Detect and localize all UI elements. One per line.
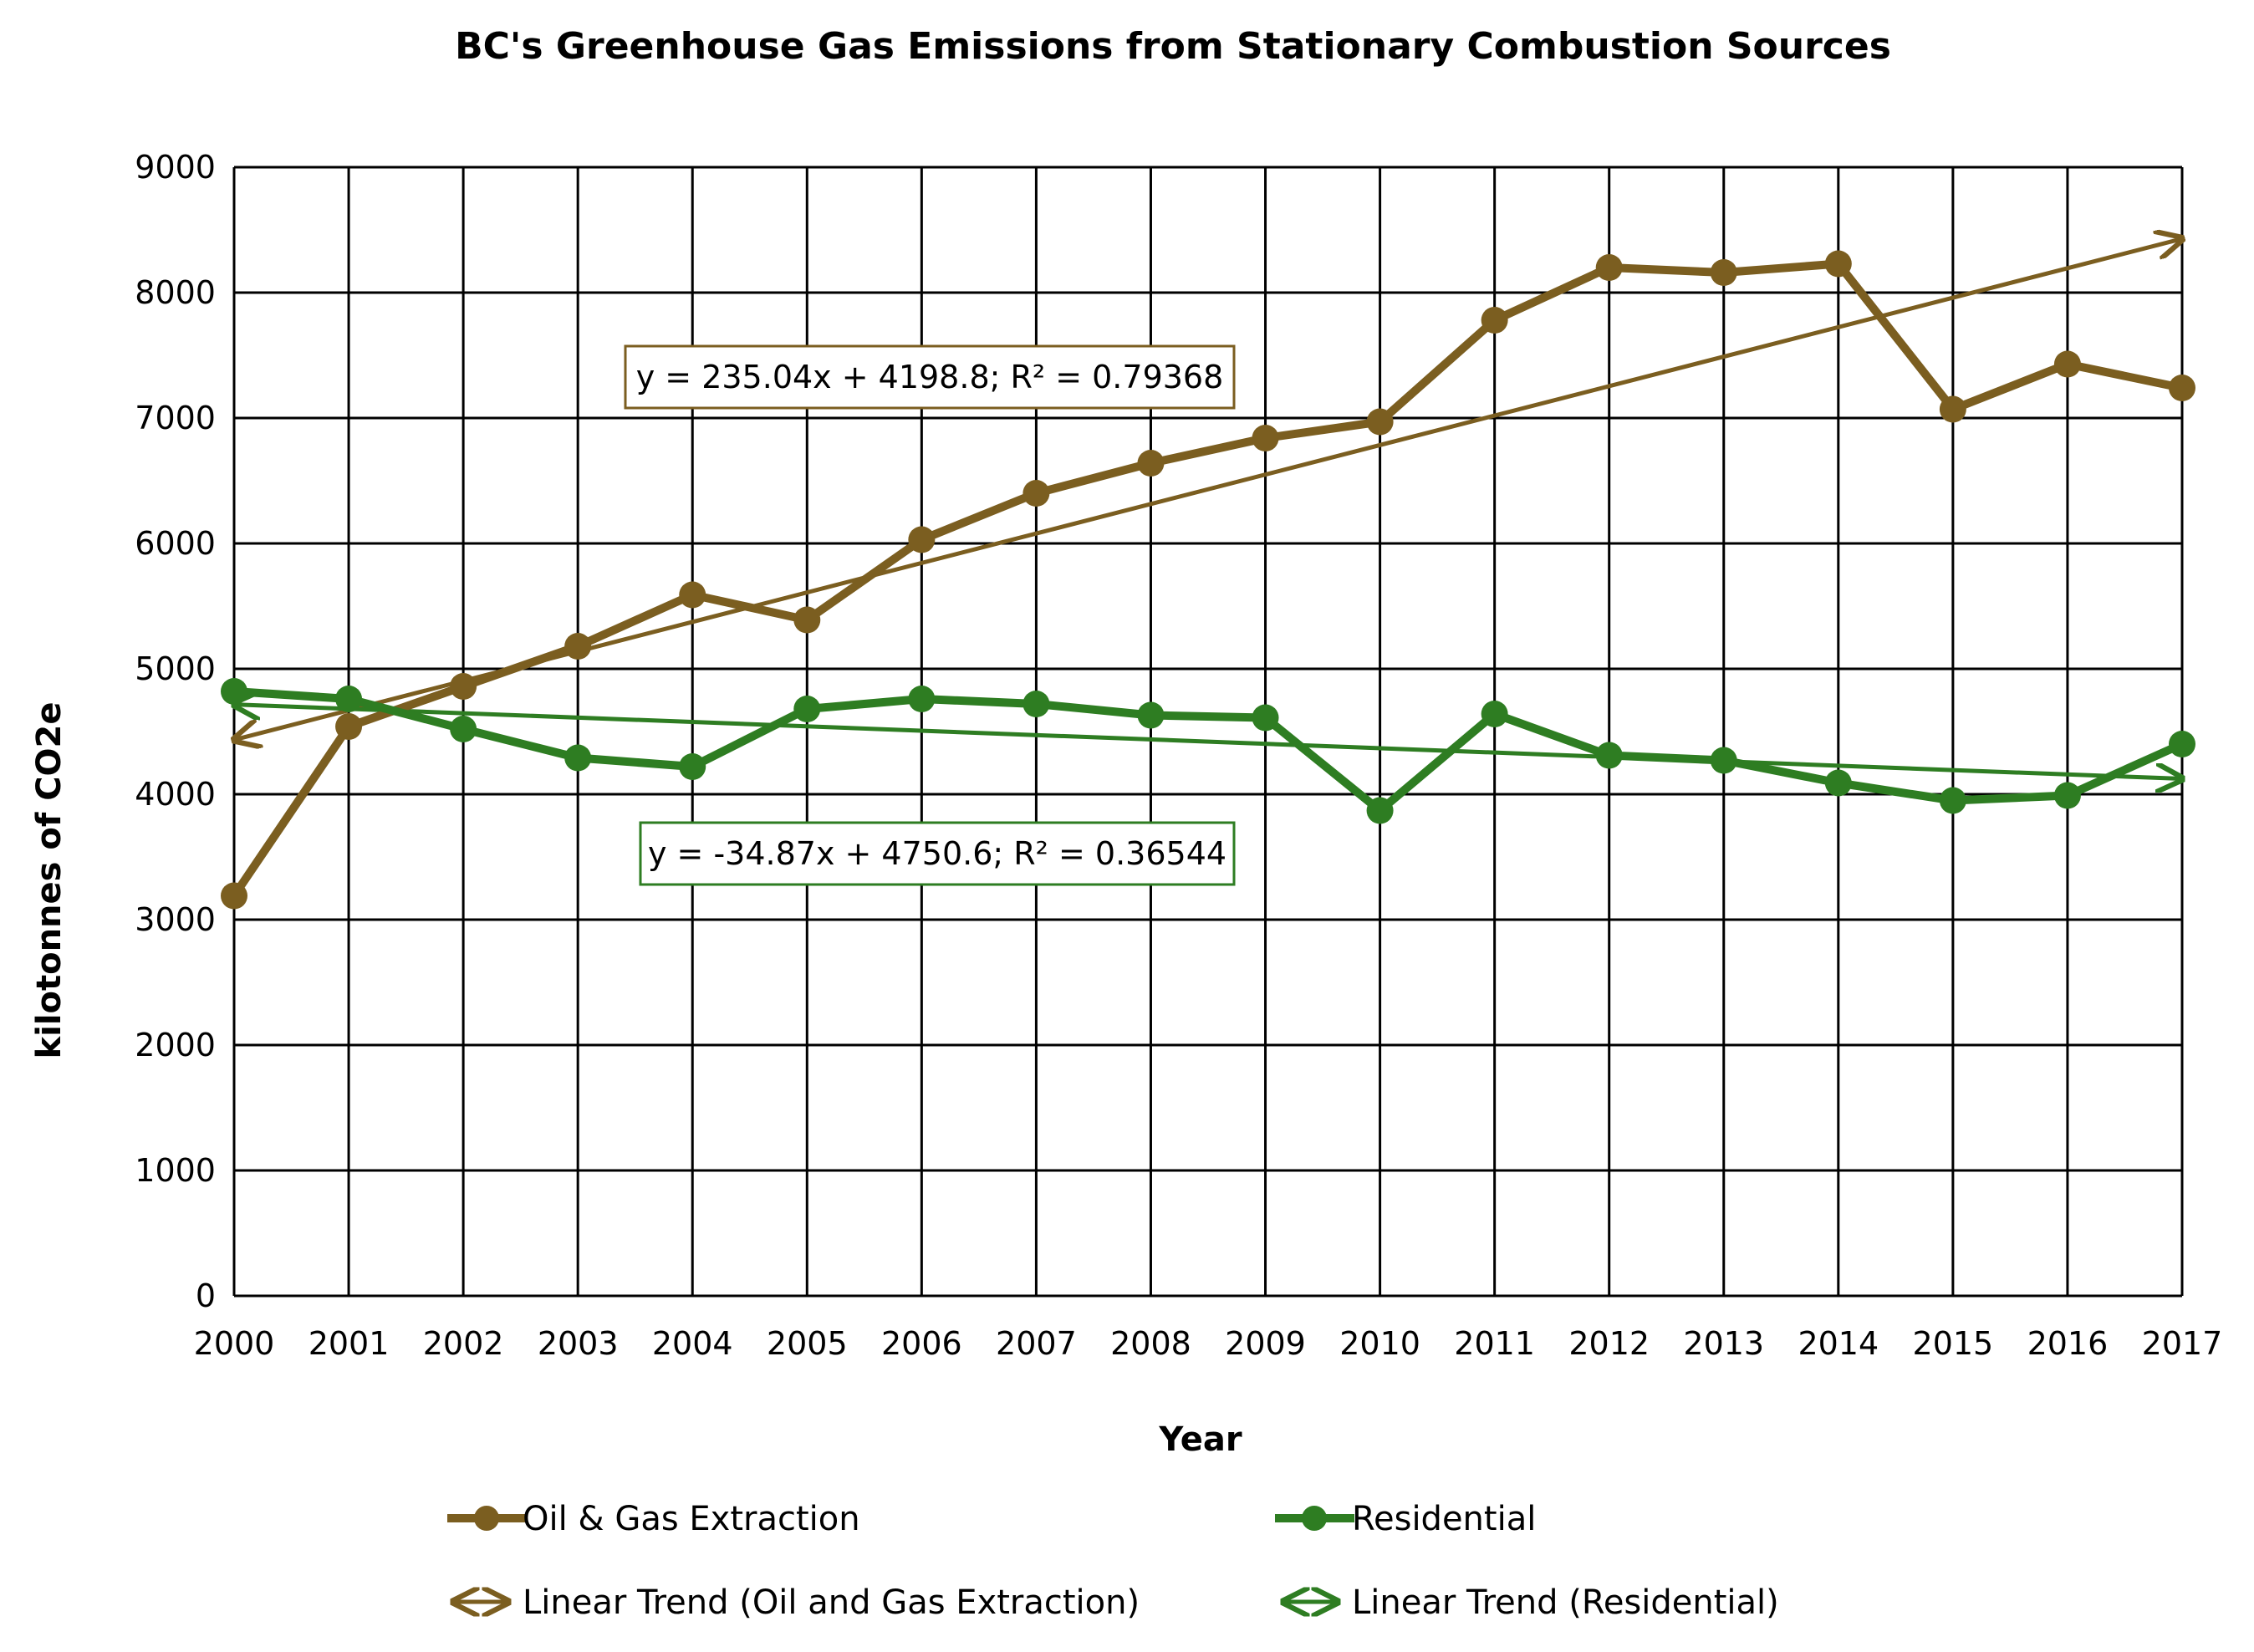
data-point-residential — [221, 678, 247, 705]
legend-item-oil-gas: Oil & Gas Extraction — [447, 1500, 860, 1538]
x-tick-label: 2016 — [2027, 1325, 2109, 1362]
x-tick-label: 2005 — [767, 1325, 848, 1362]
legend-marker-oil-gas — [474, 1506, 499, 1531]
equation-box-oil-gas: y = 235.04x + 4198.8; R² = 0.79368 — [624, 344, 1236, 410]
data-point-oil-gas — [908, 526, 936, 553]
chart-title: BC's Greenhouse Gas Emissions from Stati… — [455, 25, 1891, 68]
data-point-residential — [908, 686, 936, 712]
data-point-residential — [2169, 731, 2195, 757]
data-point-oil-gas — [1595, 254, 1623, 281]
y-tick-label: 3000 — [135, 901, 216, 938]
y-axis-title: kilotonnes of CO2e — [30, 701, 69, 1058]
x-tick-label: 2000 — [194, 1325, 275, 1362]
data-point-oil-gas — [335, 713, 363, 740]
data-point-residential — [564, 744, 592, 772]
data-point-oil-gas — [2169, 375, 2195, 401]
x-axis-ticks: 2000 2001 2002 2003 2004 2005 2006 2007 2008 2009… — [194, 1325, 2223, 1362]
y-tick-label: 1000 — [135, 1152, 216, 1189]
x-tick-label: 2009 — [1225, 1325, 1306, 1362]
data-point-residential — [1939, 787, 1966, 814]
y-tick-label: 9000 — [135, 149, 216, 186]
y-tick-label: 8000 — [135, 274, 216, 311]
data-point-oil-gas — [1710, 259, 1737, 286]
x-tick-label: 2013 — [1683, 1325, 1764, 1362]
data-point-oil-gas — [1824, 250, 1852, 278]
x-tick-label: 2011 — [1454, 1325, 1535, 1362]
legend-label-residential: Residential — [1352, 1500, 1536, 1538]
data-point-residential — [1366, 797, 1394, 824]
x-tick-label: 2014 — [1798, 1325, 1879, 1362]
data-point-oil-gas — [679, 581, 706, 609]
data-point-residential — [1022, 691, 1050, 717]
data-point-oil-gas — [793, 606, 821, 634]
data-point-residential — [1252, 704, 1279, 732]
data-point-oil-gas — [564, 633, 592, 660]
data-point-residential — [679, 753, 706, 780]
trendlines — [234, 239, 2182, 779]
data-point-oil-gas — [1481, 307, 1508, 334]
x-tick-label: 2006 — [881, 1325, 962, 1362]
data-point-residential — [450, 716, 477, 742]
data-series — [221, 250, 2195, 910]
legend: Oil & Gas Extraction Residential Linear … — [447, 1500, 1779, 1622]
data-point-residential — [335, 686, 363, 712]
legend-item-residential: Residential — [1275, 1500, 1536, 1538]
x-tick-label: 2012 — [1568, 1325, 1650, 1362]
legend-item-trend-oil-gas: Linear Trend (Oil and Gas Extraction) — [453, 1583, 1140, 1622]
y-tick-label: 7000 — [135, 400, 216, 436]
x-tick-label: 2010 — [1339, 1325, 1420, 1362]
y-axis-ticks: 0 1000 2000 3000 4000 5000 6000 7000 8000 9000 — [135, 149, 216, 1314]
x-tick-label: 2004 — [652, 1325, 733, 1362]
y-tick-label: 2000 — [135, 1027, 216, 1063]
data-point-oil-gas — [450, 673, 477, 700]
x-tick-label: 2017 — [2142, 1325, 2223, 1362]
legend-marker-residential — [1302, 1506, 1327, 1531]
data-point-residential — [1137, 701, 1165, 729]
data-point-oil-gas — [1137, 450, 1165, 477]
data-point-residential — [1710, 747, 1737, 774]
equation-oil-gas: y = 235.04x + 4198.8; R² = 0.79368 — [636, 359, 1224, 395]
data-point-oil-gas — [2053, 350, 2081, 378]
legend-label-trend-oil-gas: Linear Trend (Oil and Gas Extraction) — [523, 1583, 1140, 1622]
equation-residential: y = -34.87x + 4750.6; R² = 0.36544 — [648, 835, 1226, 872]
y-tick-label: 6000 — [135, 525, 216, 562]
x-tick-label: 2001 — [309, 1325, 390, 1362]
equation-box-residential: y = -34.87x + 4750.6; R² = 0.36544 — [639, 821, 1236, 886]
data-point-oil-gas — [1252, 425, 1279, 451]
series-residential — [221, 678, 2195, 824]
data-point-residential — [1481, 701, 1508, 727]
legend-label-oil-gas: Oil & Gas Extraction — [523, 1500, 860, 1538]
data-point-oil-gas — [221, 882, 247, 910]
x-tick-label: 2007 — [996, 1325, 1077, 1362]
x-tick-label: 2008 — [1110, 1325, 1191, 1362]
y-tick-label: 5000 — [135, 650, 216, 687]
x-tick-label: 2003 — [538, 1325, 619, 1362]
grid — [232, 166, 2184, 1298]
data-point-residential — [793, 696, 821, 722]
x-tick-label: 2015 — [1913, 1325, 1994, 1362]
trendline-residential — [234, 705, 2182, 779]
series-line-residential — [230, 687, 2186, 815]
x-tick-label: 2002 — [423, 1325, 504, 1362]
data-point-oil-gas — [1022, 480, 1050, 507]
y-tick-label: 4000 — [135, 776, 216, 813]
legend-label-trend-residential: Linear Trend (Residential) — [1352, 1583, 1779, 1622]
data-point-residential — [1595, 742, 1623, 769]
series-line-oil-gas — [230, 259, 2186, 900]
x-axis-title: Year — [1158, 1420, 1242, 1459]
y-tick-label: 0 — [196, 1277, 216, 1314]
data-point-residential — [2053, 782, 2081, 809]
data-point-oil-gas — [1366, 408, 1394, 436]
series-oil-gas — [221, 250, 2195, 910]
data-point-oil-gas — [1939, 395, 1966, 423]
data-point-residential — [1824, 769, 1852, 797]
legend-item-trend-residential: Linear Trend (Residential) — [1283, 1583, 1779, 1622]
